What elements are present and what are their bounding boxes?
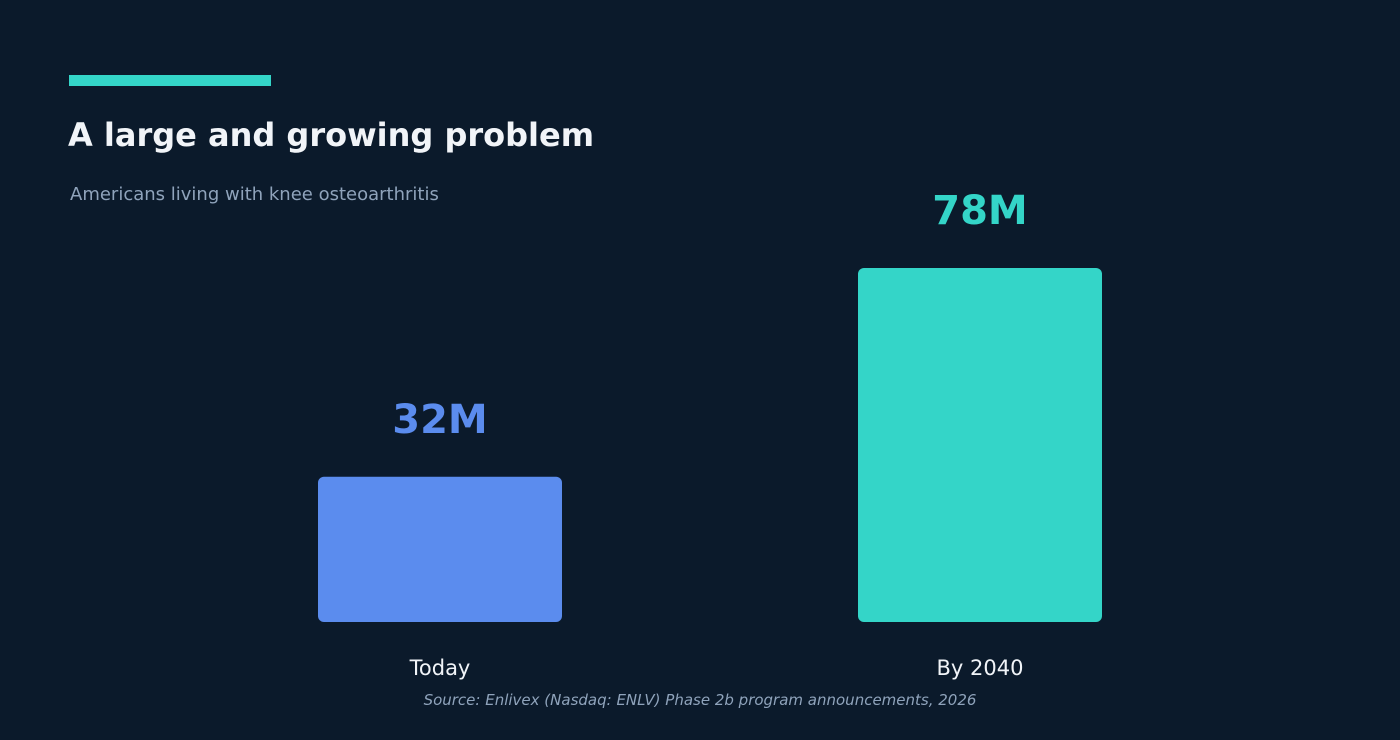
bar-0 bbox=[318, 476, 562, 622]
chart-subtitle: Americans living with knee osteoarthriti… bbox=[70, 184, 439, 205]
category-label-1: By 2040 bbox=[937, 656, 1024, 680]
bars-group: 32M Today 78M By 2040 bbox=[318, 188, 1102, 680]
value-label-0: 32M bbox=[392, 397, 487, 443]
bar-1 bbox=[858, 268, 1102, 622]
category-label-0: Today bbox=[409, 656, 471, 680]
chart-title: A large and growing problem bbox=[68, 116, 594, 154]
accent-bar bbox=[69, 75, 271, 86]
value-label-1: 78M bbox=[932, 188, 1027, 234]
source-note: Source: Enlivex (Nasdaq: ENLV) Phase 2b … bbox=[424, 691, 977, 709]
